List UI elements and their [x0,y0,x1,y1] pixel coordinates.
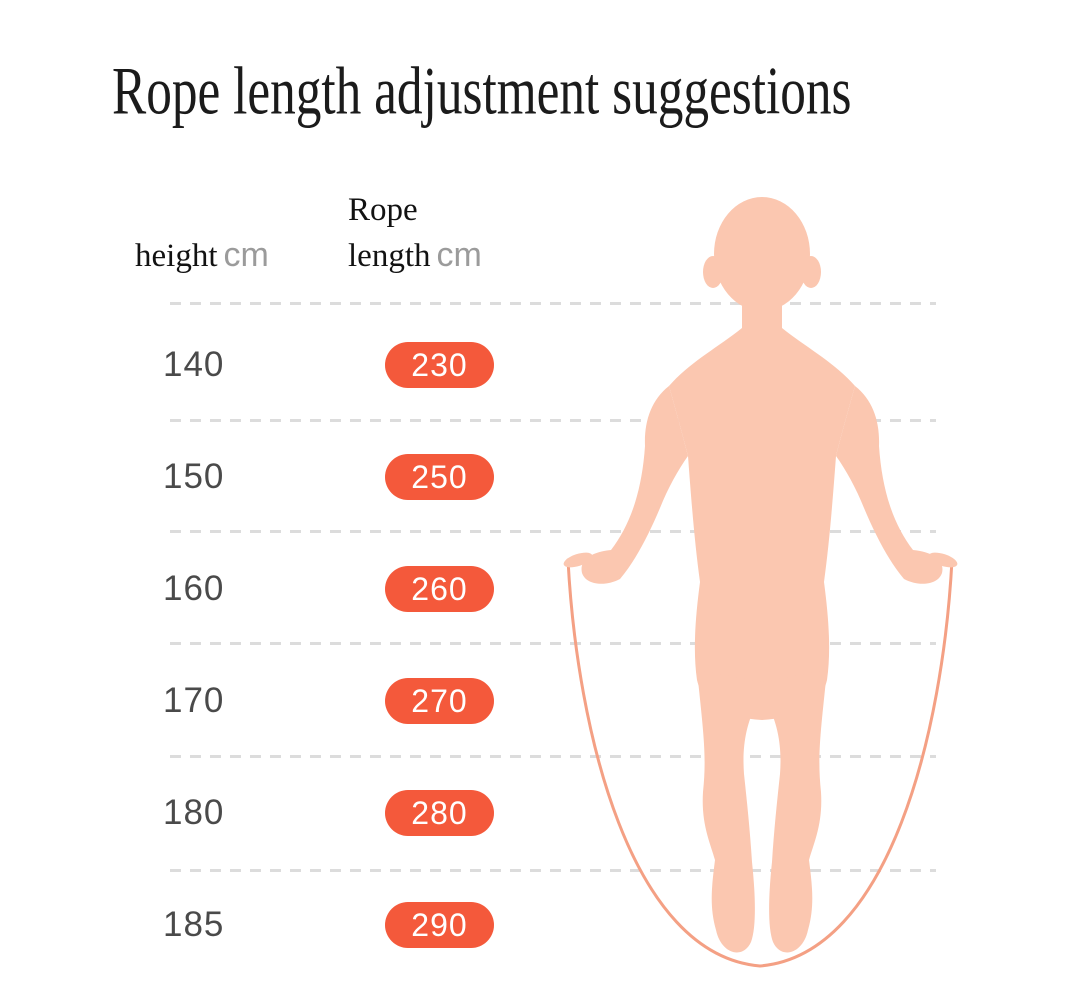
rope-length-badge: 230 [385,342,494,388]
table-row: 160 260 [0,566,545,612]
leg-left [697,670,761,953]
rope-column-unit: cm [436,236,482,274]
rope-column-label-line1: Rope [348,192,418,228]
height-value: 170 [163,681,225,720]
row-divider [170,419,936,422]
row-divider [170,530,936,533]
rope-length-badge: 250 [385,454,494,500]
body-silhouette [563,197,958,953]
height-value: 185 [163,905,225,944]
ear-right [801,256,821,288]
jump-rope-path [566,558,954,968]
height-column-header: height cm [135,233,269,284]
row-divider [170,642,936,645]
rope-length-badge: 280 [385,790,494,836]
table-row: 185 290 [0,902,545,948]
rope-handle-right [928,552,958,568]
table-row: 140 230 [0,342,545,388]
rope-column-label-line2: length cm [348,236,482,274]
rope-length-badge: 290 [385,902,494,948]
table-row: 170 270 [0,678,545,724]
row-divider [170,869,936,872]
rope-handle-left [563,552,593,568]
jump-rope-figure [545,190,975,1000]
row-divider [170,302,936,305]
page-title: Rope length adjustment suggestions [112,53,852,129]
person-jumping-rope-illustration [563,197,958,968]
ear-left [703,256,723,288]
height-value: 150 [163,457,225,496]
arm-right [836,386,943,584]
head [714,197,810,311]
row-divider [170,755,936,758]
leg-right [763,670,827,953]
height-value: 160 [163,569,225,608]
height-value: 180 [163,793,225,832]
height-column-unit: cm [223,236,269,274]
rope-length-badge: 270 [385,678,494,724]
height-column-label: height [135,238,218,274]
rope-length-column-header: Rope length cm [348,188,482,284]
height-value: 140 [163,345,225,384]
table-row: 180 280 [0,790,545,836]
table-row: 150 250 [0,454,545,500]
torso [669,328,855,720]
arm-left [581,386,688,584]
rope-length-badge: 260 [385,566,494,612]
